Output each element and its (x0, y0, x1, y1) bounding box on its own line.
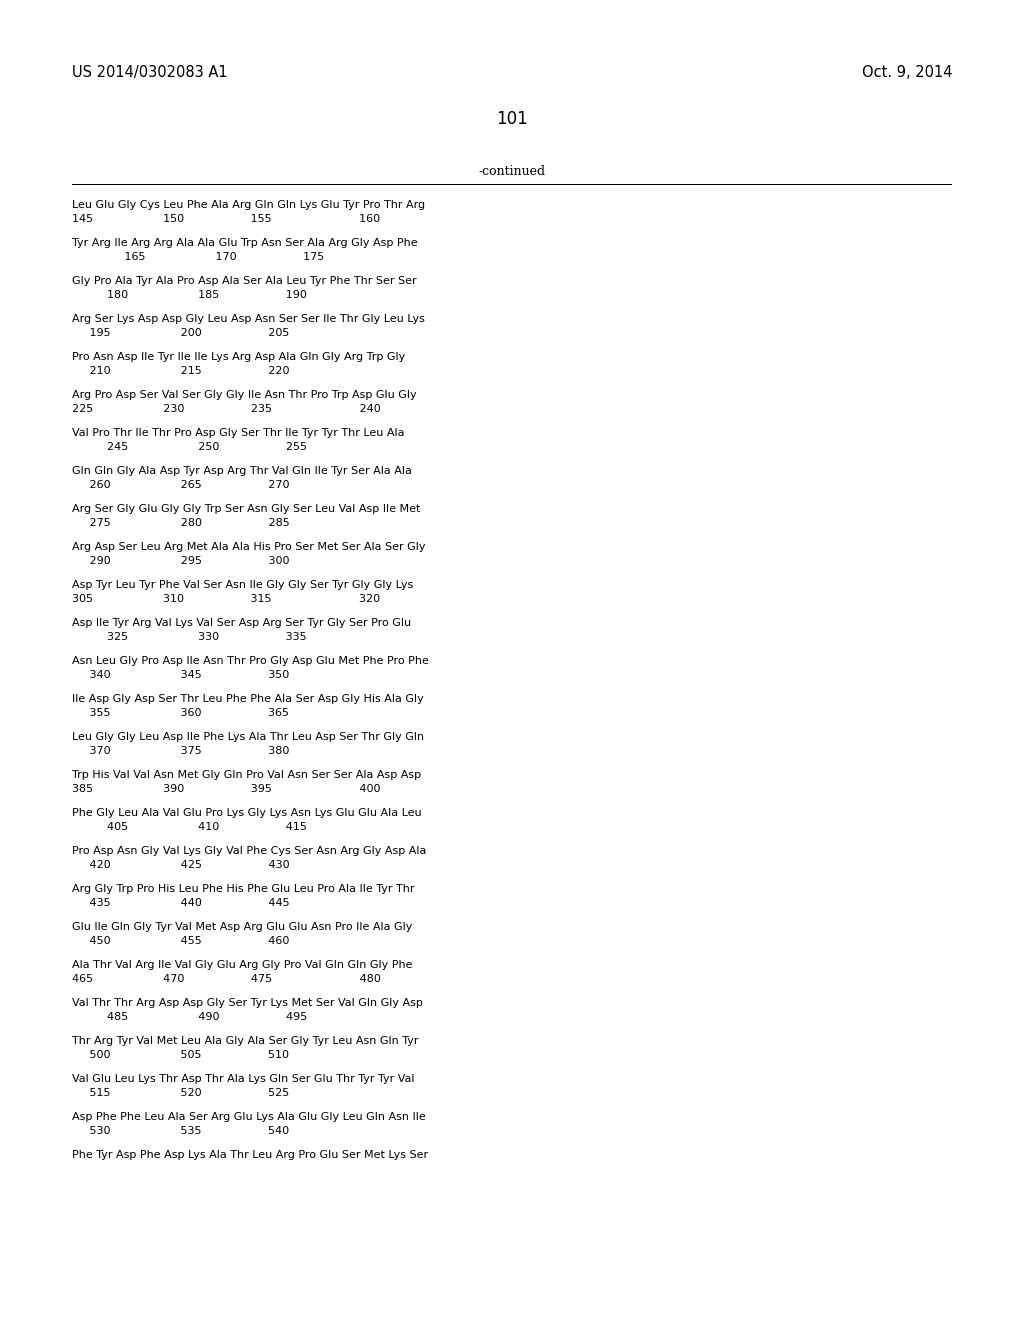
Text: 101: 101 (496, 110, 528, 128)
Text: 370                    375                   380: 370 375 380 (72, 746, 290, 756)
Text: Arg Asp Ser Leu Arg Met Ala Ala His Pro Ser Met Ser Ala Ser Gly: Arg Asp Ser Leu Arg Met Ala Ala His Pro … (72, 543, 426, 552)
Text: Val Glu Leu Lys Thr Asp Thr Ala Lys Gln Ser Glu Thr Tyr Tyr Val: Val Glu Leu Lys Thr Asp Thr Ala Lys Gln … (72, 1074, 415, 1084)
Text: 180                    185                   190: 180 185 190 (72, 290, 307, 300)
Text: Gly Pro Ala Tyr Ala Pro Asp Ala Ser Ala Leu Tyr Phe Thr Ser Ser: Gly Pro Ala Tyr Ala Pro Asp Ala Ser Ala … (72, 276, 417, 286)
Text: Ile Asp Gly Asp Ser Thr Leu Phe Phe Ala Ser Asp Gly His Ala Gly: Ile Asp Gly Asp Ser Thr Leu Phe Phe Ala … (72, 694, 424, 704)
Text: 245                    250                   255: 245 250 255 (72, 442, 307, 451)
Text: 275                    280                   285: 275 280 285 (72, 517, 290, 528)
Text: Trp His Val Val Asn Met Gly Gln Pro Val Asn Ser Ser Ala Asp Asp: Trp His Val Val Asn Met Gly Gln Pro Val … (72, 770, 421, 780)
Text: Phe Gly Leu Ala Val Glu Pro Lys Gly Lys Asn Lys Glu Glu Ala Leu: Phe Gly Leu Ala Val Glu Pro Lys Gly Lys … (72, 808, 422, 818)
Text: 340                    345                   350: 340 345 350 (72, 671, 289, 680)
Text: 420                    425                   430: 420 425 430 (72, 861, 290, 870)
Text: 485                    490                   495: 485 490 495 (72, 1012, 307, 1022)
Text: Arg Ser Lys Asp Asp Gly Leu Asp Asn Ser Ser Ile Thr Gly Leu Lys: Arg Ser Lys Asp Asp Gly Leu Asp Asn Ser … (72, 314, 425, 323)
Text: 210                    215                   220: 210 215 220 (72, 366, 290, 376)
Text: 305                    310                   315                         320: 305 310 315 320 (72, 594, 380, 605)
Text: Thr Arg Tyr Val Met Leu Ala Gly Ala Ser Gly Tyr Leu Asn Gln Tyr: Thr Arg Tyr Val Met Leu Ala Gly Ala Ser … (72, 1036, 419, 1045)
Text: Phe Tyr Asp Phe Asp Lys Ala Thr Leu Arg Pro Glu Ser Met Lys Ser: Phe Tyr Asp Phe Asp Lys Ala Thr Leu Arg … (72, 1150, 428, 1160)
Text: Gln Gln Gly Ala Asp Tyr Asp Arg Thr Val Gln Ile Tyr Ser Ala Ala: Gln Gln Gly Ala Asp Tyr Asp Arg Thr Val … (72, 466, 412, 477)
Text: Leu Gly Gly Leu Asp Ile Phe Lys Ala Thr Leu Asp Ser Thr Gly Gln: Leu Gly Gly Leu Asp Ile Phe Lys Ala Thr … (72, 733, 424, 742)
Text: 385                    390                   395                         400: 385 390 395 400 (72, 784, 381, 795)
Text: US 2014/0302083 A1: US 2014/0302083 A1 (72, 65, 227, 81)
Text: Arg Gly Trp Pro His Leu Phe His Phe Glu Leu Pro Ala Ile Tyr Thr: Arg Gly Trp Pro His Leu Phe His Phe Glu … (72, 884, 415, 894)
Text: Asp Ile Tyr Arg Val Lys Val Ser Asp Arg Ser Tyr Gly Ser Pro Glu: Asp Ile Tyr Arg Val Lys Val Ser Asp Arg … (72, 618, 411, 628)
Text: Pro Asn Asp Ile Tyr Ile Ile Lys Arg Asp Ala Gln Gly Arg Trp Gly: Pro Asn Asp Ile Tyr Ile Ile Lys Arg Asp … (72, 352, 406, 362)
Text: 165                    170                   175: 165 170 175 (72, 252, 325, 261)
Text: 290                    295                   300: 290 295 300 (72, 556, 290, 566)
Text: 145                    150                   155                         160: 145 150 155 160 (72, 214, 380, 224)
Text: 450                    455                   460: 450 455 460 (72, 936, 290, 946)
Text: 465                    470                   475                         480: 465 470 475 480 (72, 974, 381, 983)
Text: 260                    265                   270: 260 265 270 (72, 480, 290, 490)
Text: Leu Glu Gly Cys Leu Phe Ala Arg Gln Gln Lys Glu Tyr Pro Thr Arg: Leu Glu Gly Cys Leu Phe Ala Arg Gln Gln … (72, 201, 425, 210)
Text: 500                    505                   510: 500 505 510 (72, 1049, 289, 1060)
Text: 325                    330                   335: 325 330 335 (72, 632, 306, 642)
Text: Glu Ile Gln Gly Tyr Val Met Asp Arg Glu Glu Asn Pro Ile Ala Gly: Glu Ile Gln Gly Tyr Val Met Asp Arg Glu … (72, 921, 413, 932)
Text: Val Thr Thr Arg Asp Asp Gly Ser Tyr Lys Met Ser Val Gln Gly Asp: Val Thr Thr Arg Asp Asp Gly Ser Tyr Lys … (72, 998, 423, 1008)
Text: Pro Asp Asn Gly Val Lys Gly Val Phe Cys Ser Asn Arg Gly Asp Ala: Pro Asp Asn Gly Val Lys Gly Val Phe Cys … (72, 846, 426, 855)
Text: 195                    200                   205: 195 200 205 (72, 327, 290, 338)
Text: 515                    520                   525: 515 520 525 (72, 1088, 289, 1098)
Text: Ala Thr Val Arg Ile Val Gly Glu Arg Gly Pro Val Gln Gln Gly Phe: Ala Thr Val Arg Ile Val Gly Glu Arg Gly … (72, 960, 413, 970)
Text: Val Pro Thr Ile Thr Pro Asp Gly Ser Thr Ile Tyr Tyr Thr Leu Ala: Val Pro Thr Ile Thr Pro Asp Gly Ser Thr … (72, 428, 404, 438)
Text: 435                    440                   445: 435 440 445 (72, 898, 290, 908)
Text: Oct. 9, 2014: Oct. 9, 2014 (861, 65, 952, 81)
Text: Asp Phe Phe Leu Ala Ser Arg Glu Lys Ala Glu Gly Leu Gln Asn Ile: Asp Phe Phe Leu Ala Ser Arg Glu Lys Ala … (72, 1111, 426, 1122)
Text: 355                    360                   365: 355 360 365 (72, 708, 289, 718)
Text: Asn Leu Gly Pro Asp Ile Asn Thr Pro Gly Asp Glu Met Phe Pro Phe: Asn Leu Gly Pro Asp Ile Asn Thr Pro Gly … (72, 656, 429, 667)
Text: 225                    230                   235                         240: 225 230 235 240 (72, 404, 381, 414)
Text: -continued: -continued (478, 165, 546, 178)
Text: Asp Tyr Leu Tyr Phe Val Ser Asn Ile Gly Gly Ser Tyr Gly Gly Lys: Asp Tyr Leu Tyr Phe Val Ser Asn Ile Gly … (72, 579, 414, 590)
Text: Tyr Arg Ile Arg Arg Ala Ala Glu Trp Asn Ser Ala Arg Gly Asp Phe: Tyr Arg Ile Arg Arg Ala Ala Glu Trp Asn … (72, 238, 418, 248)
Text: 530                    535                   540: 530 535 540 (72, 1126, 289, 1137)
Text: Arg Ser Gly Glu Gly Gly Trp Ser Asn Gly Ser Leu Val Asp Ile Met: Arg Ser Gly Glu Gly Gly Trp Ser Asn Gly … (72, 504, 421, 513)
Text: 405                    410                   415: 405 410 415 (72, 822, 307, 832)
Text: Arg Pro Asp Ser Val Ser Gly Gly Ile Asn Thr Pro Trp Asp Glu Gly: Arg Pro Asp Ser Val Ser Gly Gly Ile Asn … (72, 389, 417, 400)
